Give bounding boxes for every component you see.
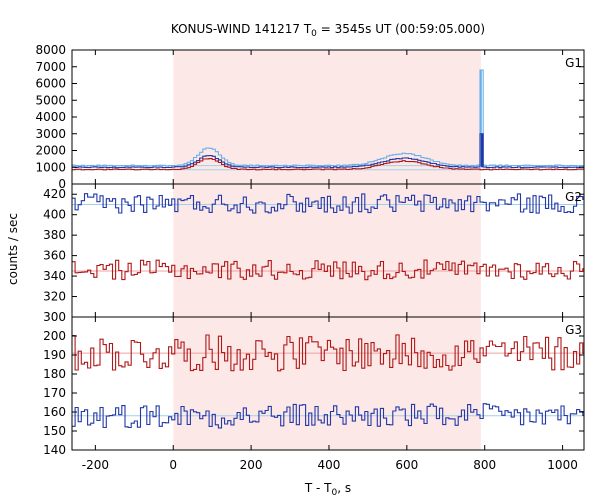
x-tick-label: 200: [240, 458, 263, 472]
series-counts-3: [72, 403, 584, 429]
y-tick-label: 160: [43, 405, 66, 419]
series-counts-3: [72, 259, 584, 281]
panel-g2: 300 320 340 360 380 400 420 G2: [43, 183, 585, 324]
x-tick-label: 600: [395, 458, 418, 472]
y-tick-label: 170: [43, 386, 66, 400]
shaded-interval: [173, 317, 481, 450]
series-s3-4: [72, 158, 584, 171]
x-tick-label: 400: [318, 458, 341, 472]
y-tick-label: 140: [43, 443, 66, 457]
panel-label: G1: [565, 56, 582, 70]
y-tick-label: 300: [43, 310, 66, 324]
panel-label: G2: [565, 190, 582, 204]
x-tick-label: -200: [82, 458, 109, 472]
y-tick-label: 1000: [35, 160, 66, 174]
y-tick-label: 400: [43, 208, 66, 222]
x-tick-label: 0: [169, 458, 177, 472]
x-axis-label: T - T0, s: [304, 481, 351, 498]
series-s2-3: [72, 133, 584, 169]
panel-label: G3: [565, 323, 582, 337]
y-axis-label: counts / sec: [6, 213, 20, 285]
y-tick-label: 7000: [35, 60, 66, 74]
y-tick-label: 2000: [35, 144, 66, 158]
y-tick-label: 3000: [35, 127, 66, 141]
y-tick-label: 320: [43, 290, 66, 304]
x-tick-label: 1000: [547, 458, 578, 472]
y-tick-label: 6000: [35, 77, 66, 91]
x-tick-labels: -200 0 200 400 600 800 1000: [82, 458, 578, 472]
y-tick-label: 190: [43, 348, 66, 362]
y-tick-label: 150: [43, 424, 66, 438]
y-tick-label: 340: [43, 269, 66, 283]
series-s1-2: [72, 69, 584, 167]
panel-g1: 0 1000 2000 3000 4000 5000 6000 7000 8000 G1: [35, 43, 585, 191]
y-tick-label: 0: [58, 177, 66, 191]
series-counts-1: [72, 334, 584, 372]
x-tick-label: 800: [473, 458, 496, 472]
panel-frame: [71, 316, 585, 451]
y-tick-label: 8000: [35, 43, 66, 57]
panel-g3: 140 150 160 170 180 190 200 G3: [43, 316, 585, 457]
y-tick-label: 380: [43, 228, 66, 242]
y-tick-label: 180: [43, 367, 66, 381]
chart-title: KONUS-WIND 141217 T0 = 3545s UT (00:59:0…: [171, 22, 485, 39]
y-tick-label: 4000: [35, 110, 66, 124]
y-tick-label: 200: [43, 329, 66, 343]
y-tick-label: 5000: [35, 93, 66, 107]
y-tick-label: 360: [43, 249, 66, 263]
series-counts-1: [72, 193, 584, 214]
y-tick-label: 420: [43, 187, 66, 201]
